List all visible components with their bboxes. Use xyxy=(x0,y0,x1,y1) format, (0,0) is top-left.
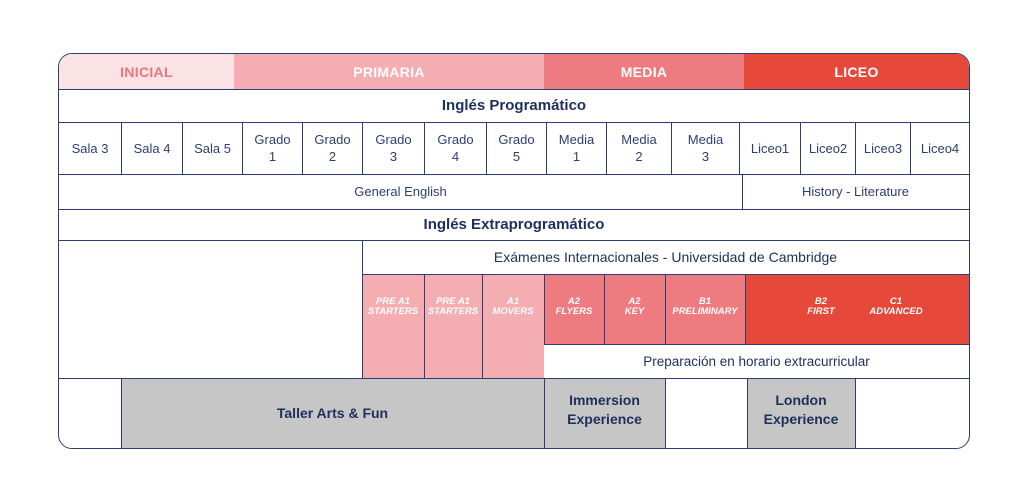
grade-label: Sala 4 xyxy=(133,140,171,156)
taller-arts-fun: Taller Arts & Fun xyxy=(121,378,544,448)
divider xyxy=(742,174,743,209)
level-label: LICEO xyxy=(834,63,879,80)
divider xyxy=(482,274,483,378)
exam-label: A2 FLYERS xyxy=(555,296,593,317)
level-liceo: LICEO xyxy=(744,54,969,89)
divider xyxy=(604,274,605,344)
divider xyxy=(59,209,969,210)
general-english-text: General English xyxy=(354,184,447,199)
grade-label: Liceo1 xyxy=(750,140,790,156)
exam-label: C1 ADVANCED xyxy=(869,296,923,317)
level-primaria: PRIMARIA xyxy=(234,54,544,89)
divider xyxy=(855,378,856,448)
extraprogramatico-title-text: Inglés Extraprogramático xyxy=(423,216,605,233)
grade-label: Media 3 xyxy=(687,132,724,164)
divider xyxy=(59,122,969,123)
programatico-title: Inglés Programático xyxy=(59,89,969,122)
grade-cell: Sala 3 xyxy=(59,122,121,174)
divider xyxy=(747,378,748,448)
divider xyxy=(544,274,545,344)
grade-label: Liceo2 xyxy=(808,140,848,156)
general-english-cell: General English xyxy=(59,174,742,209)
grade-label: Media 2 xyxy=(621,132,657,164)
extraprogramatico-title: Inglés Extraprogramático xyxy=(59,209,969,240)
immersion-experience: Immersion Experience xyxy=(544,378,665,448)
curriculum-table: INICIAL PRIMARIA MEDIA LICEO Inglés Prog… xyxy=(58,53,970,449)
programatico-title-text: Inglés Programático xyxy=(441,97,587,114)
grade-cell: Liceo2 xyxy=(800,122,855,174)
exam-b1-preliminary: B1 PRELIMINARY xyxy=(665,274,745,344)
level-media: MEDIA xyxy=(544,54,744,89)
divider xyxy=(665,378,666,448)
level-label: PRIMARIA xyxy=(353,63,425,80)
grade-label: Sala 3 xyxy=(71,140,109,156)
exam-a2-key: A2 KEY xyxy=(604,274,665,344)
divider xyxy=(544,378,545,448)
grade-cell: Grado 4 xyxy=(424,122,486,174)
london-experience: London Experience xyxy=(747,378,855,448)
immersion-text: Immersion Experience xyxy=(567,392,642,427)
grade-label: Grado 3 xyxy=(375,132,412,164)
history-literature-text: History - Literature xyxy=(802,184,909,199)
exam-label: PRE A1 STARTERS xyxy=(367,296,419,317)
divider xyxy=(544,344,969,345)
exam-pre-a1-starters-1: PRE A1 STARTERS xyxy=(362,274,424,378)
divider xyxy=(424,274,425,378)
grade-cell: Sala 4 xyxy=(121,122,182,174)
liceo-exam-block xyxy=(745,274,969,344)
grade-label: Grado 2 xyxy=(314,132,351,164)
grade-label: Liceo3 xyxy=(863,140,903,156)
preparacion-text: Preparación en horario extracurricular xyxy=(643,353,870,369)
grade-label: Media 1 xyxy=(558,132,595,164)
exam-label: PRE A1 STARTERS xyxy=(427,296,479,317)
divider xyxy=(362,240,363,378)
grade-label: Sala 5 xyxy=(194,140,231,156)
exam-label: B1 PRELIMINARY xyxy=(672,296,738,317)
divider xyxy=(665,274,666,344)
preparacion-cell: Preparación en horario extracurricular xyxy=(544,344,969,378)
cambridge-title-text: Exámenes Internacionales - Universidad d… xyxy=(493,249,838,265)
exam-label: A2 KEY xyxy=(624,296,645,317)
grade-cell: Grado 2 xyxy=(302,122,362,174)
divider xyxy=(59,378,969,379)
divider xyxy=(59,174,969,175)
divider xyxy=(59,89,969,90)
grade-cell: Liceo3 xyxy=(855,122,910,174)
london-text: London Experience xyxy=(763,392,839,427)
grade-label: Grado 5 xyxy=(498,132,535,164)
grade-cell: Media 1 xyxy=(546,122,606,174)
history-literature-cell: History - Literature xyxy=(742,174,969,209)
exam-b2-first: B2 FIRST xyxy=(786,274,856,344)
taller-text: Taller Arts & Fun xyxy=(276,404,389,421)
grade-cell: Grado 3 xyxy=(362,122,424,174)
exam-pre-a1-starters-2: PRE A1 STARTERS xyxy=(424,274,482,378)
level-label: MEDIA xyxy=(620,63,668,80)
grade-cell: Media 2 xyxy=(606,122,671,174)
level-inicial: INICIAL xyxy=(59,54,234,89)
grade-cell: Liceo1 xyxy=(739,122,800,174)
grade-cell: Media 3 xyxy=(671,122,739,174)
grade-cell: Sala 5 xyxy=(182,122,242,174)
grade-label: Liceo4 xyxy=(920,140,960,156)
grade-label: Grado 4 xyxy=(437,132,474,164)
exam-a2-flyers: A2 FLYERS xyxy=(544,274,604,344)
grade-cell: Grado 5 xyxy=(486,122,546,174)
divider xyxy=(59,240,969,241)
exam-label: A1 MOVERS xyxy=(492,296,534,317)
divider xyxy=(745,274,746,344)
exam-label: B2 FIRST xyxy=(807,296,835,317)
grade-cell: Grado 1 xyxy=(242,122,302,174)
divider xyxy=(121,378,122,448)
exam-a1-movers: A1 MOVERS xyxy=(482,274,544,378)
cambridge-title: Exámenes Internacionales - Universidad d… xyxy=(362,240,969,274)
grade-label: Grado 1 xyxy=(254,132,291,164)
exam-c1-advanced: C1 ADVANCED xyxy=(856,274,936,344)
grade-cell: Liceo4 xyxy=(910,122,969,174)
level-label: INICIAL xyxy=(120,63,173,80)
